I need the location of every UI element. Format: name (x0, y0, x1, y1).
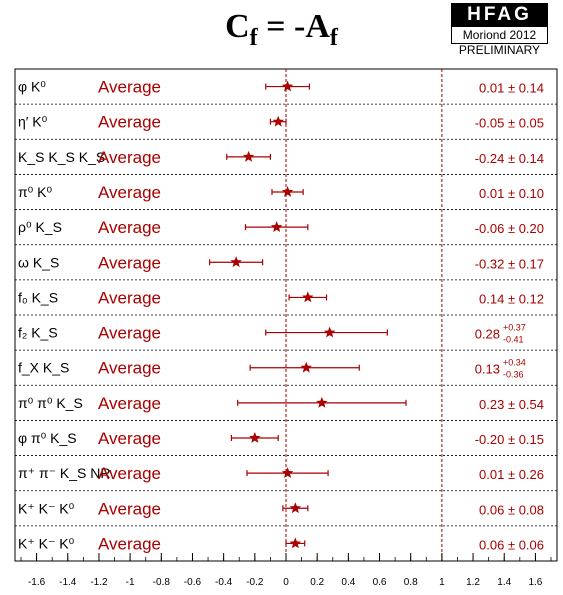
average-label: Average (98, 288, 161, 307)
mode-label: φ K⁰ (18, 79, 46, 95)
data-point-star (281, 80, 294, 92)
result-err-high: +0.37 (503, 323, 526, 333)
mode-label: K⁺ K⁻ K⁰ (18, 535, 75, 551)
average-label: Average (98, 464, 161, 483)
result-err-high: +0.34 (503, 358, 526, 368)
title-mid: = -A (257, 8, 330, 45)
data-point-star (230, 256, 242, 268)
data-point-star (242, 150, 255, 162)
hfag-logo: HFAG (451, 3, 548, 26)
x-tick-label: -1 (126, 577, 135, 588)
x-tick-label: -1.6 (28, 577, 46, 588)
average-label: Average (98, 394, 161, 413)
data-point-star (281, 186, 294, 197)
mode-label: φ π⁰ K_S (18, 430, 77, 446)
data-point-star (281, 467, 294, 478)
mode-label: π⁰ π⁰ K_S (18, 395, 83, 411)
x-tick-label: 0.4 (341, 577, 355, 588)
average-label: Average (98, 499, 161, 518)
result-value: 0.06 ± 0.06 (479, 537, 544, 552)
data-point-star (272, 115, 284, 127)
average-label: Average (98, 429, 161, 448)
average-label: Average (98, 183, 161, 202)
data-point-star (249, 432, 261, 443)
x-tick-label: 0 (283, 577, 289, 588)
result-value: 0.01 ± 0.14 (479, 81, 544, 96)
x-tick-label: -0.8 (153, 577, 171, 588)
data-point-star (270, 221, 283, 232)
data-point-star (302, 291, 314, 303)
result-value: -0.20 ± 0.15 (475, 432, 544, 447)
x-tick-label: 1.4 (497, 577, 511, 588)
mode-label: ρ⁰ K_S (18, 219, 62, 235)
x-tick-label: -1.4 (59, 577, 77, 588)
average-label: Average (98, 78, 161, 97)
result-err-low: -0.36 (503, 370, 524, 380)
hfag-badge: HFAG Moriond 2012 PRELIMINARY (451, 3, 548, 57)
title-sub2: f (329, 25, 338, 51)
mode-label: π⁰ K⁰ (18, 184, 52, 200)
average-label: Average (98, 218, 161, 237)
mode-label: π⁺ π⁻ K_S NR (18, 465, 110, 481)
average-label: Average (98, 359, 161, 378)
result-value: 0.01 ± 0.10 (479, 186, 544, 201)
x-tick-label: 1.6 (528, 577, 542, 588)
mode-label: K_S K_S K_S (18, 149, 105, 165)
result-err-low: -0.41 (503, 335, 524, 345)
average-label: Average (98, 324, 161, 343)
conference-label: Moriond 2012 (451, 26, 548, 44)
x-tick-label: 1.2 (466, 577, 480, 588)
x-tick-label: -0.2 (246, 577, 264, 588)
title-sub1: f (249, 25, 258, 51)
data-point-star (289, 502, 302, 514)
data-point-star (323, 326, 336, 338)
average-label: Average (98, 148, 161, 167)
preliminary-label: PRELIMINARY (458, 43, 541, 57)
average-label: Average (98, 534, 161, 553)
result-value: 0.14 ± 0.12 (479, 291, 544, 306)
result-value: 0.06 ± 0.08 (479, 502, 544, 517)
data-point-star (300, 361, 312, 373)
title-main: C (225, 8, 250, 45)
chart-title: Cf = -Af (0, 8, 563, 51)
result-value: -0.32 ± 0.17 (475, 256, 544, 271)
mode-label: ω K_S (18, 254, 59, 270)
result-value: -0.24 ± 0.14 (475, 151, 544, 166)
result-value: 0.01 ± 0.26 (479, 467, 544, 482)
average-label: Average (98, 113, 161, 132)
x-tick-label: 0.2 (310, 577, 324, 588)
mode-label: f₂ K_S (18, 325, 58, 341)
x-tick-label: 1 (439, 577, 445, 588)
mode-label: f₀ K_S (18, 289, 58, 305)
mode-label: K⁺ K⁻ K⁰ (18, 500, 75, 516)
x-tick-label: -0.4 (215, 577, 233, 588)
x-tick-label: -1.2 (90, 577, 108, 588)
result-value: 0.23 ± 0.54 (479, 397, 544, 412)
result-value: -0.05 ± 0.05 (475, 116, 544, 131)
mode-label: f_X K_S (18, 360, 69, 376)
x-tick-label: -0.6 (184, 577, 202, 588)
mode-label: η′ K⁰ (18, 114, 48, 130)
data-point-star (316, 396, 328, 408)
result-value: 0.13 (475, 362, 500, 377)
x-tick-label: 0.6 (373, 577, 387, 588)
data-point-star (289, 537, 302, 549)
average-label: Average (98, 253, 161, 272)
result-value: -0.06 ± 0.20 (475, 221, 544, 236)
result-value: 0.28 (475, 327, 500, 342)
x-tick-label: 0.8 (404, 577, 418, 588)
